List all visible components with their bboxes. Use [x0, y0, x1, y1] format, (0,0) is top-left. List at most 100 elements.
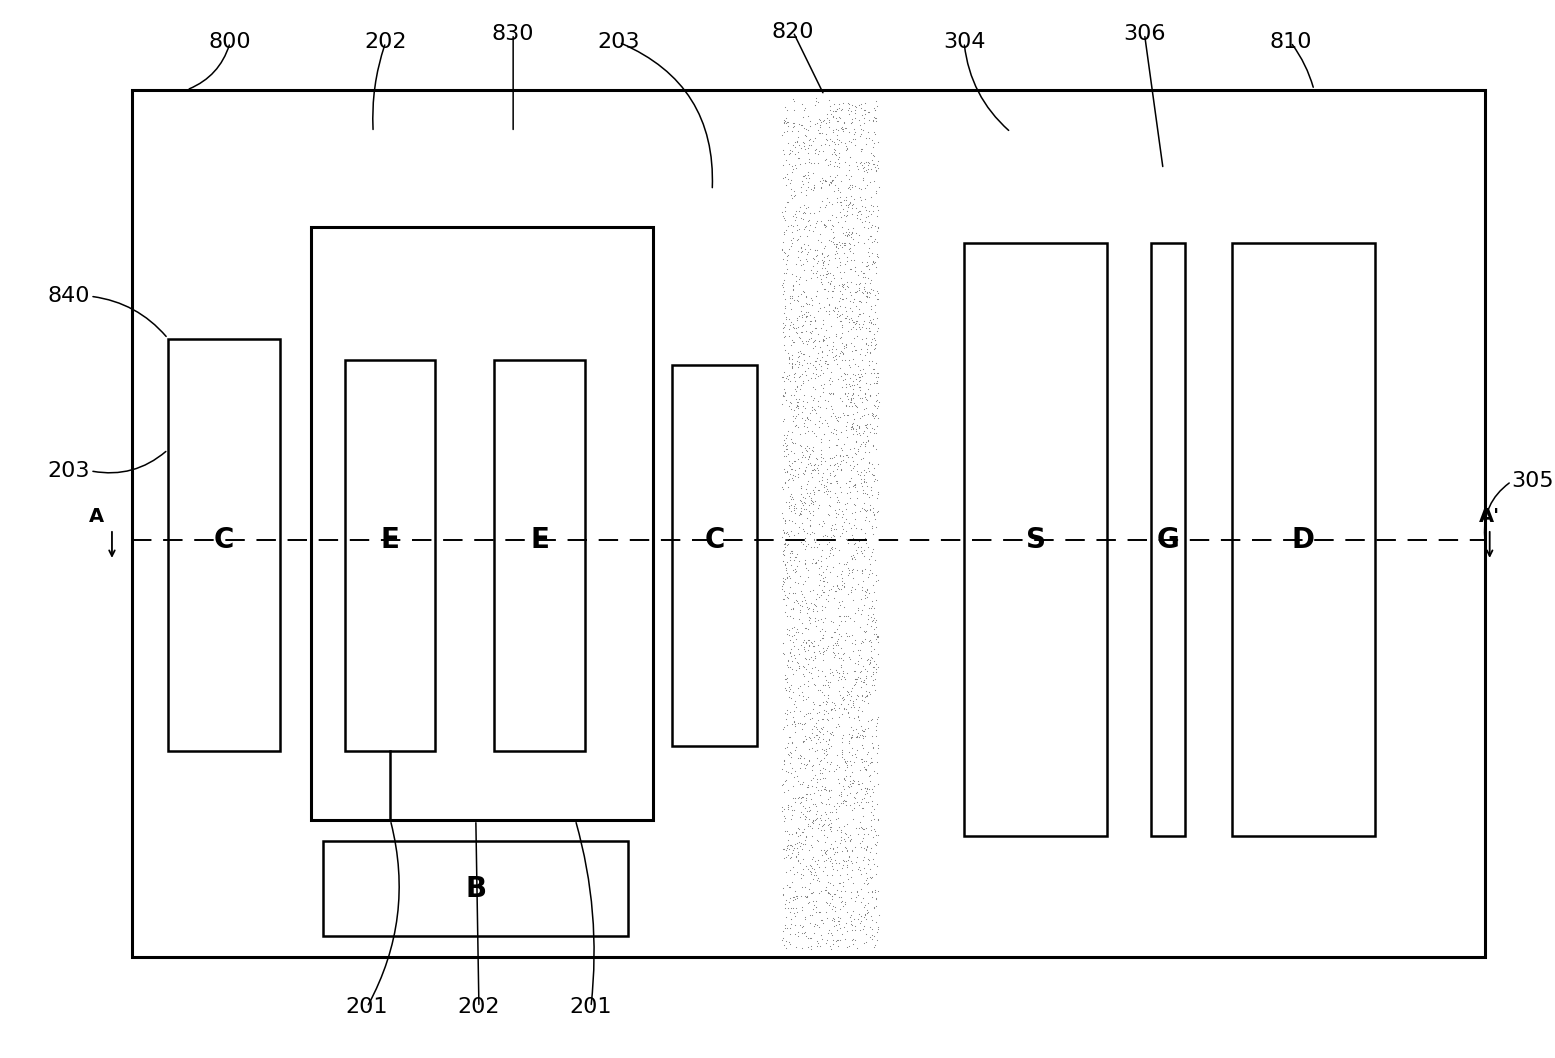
Point: [813, 218, 838, 235]
Point: [779, 490, 804, 507]
Point: [849, 718, 874, 735]
Point: [861, 156, 886, 172]
Point: [802, 860, 827, 877]
Point: [840, 452, 865, 469]
Point: [779, 423, 804, 440]
Point: [810, 384, 835, 401]
Point: [804, 366, 829, 383]
Point: [810, 527, 835, 544]
Point: [793, 99, 818, 116]
Point: [833, 510, 858, 527]
Point: [832, 114, 857, 131]
Point: [816, 533, 841, 550]
Point: [846, 358, 871, 375]
Point: [805, 756, 830, 773]
Point: [816, 678, 841, 695]
Point: [788, 794, 813, 810]
Point: [779, 744, 804, 761]
Point: [852, 94, 877, 111]
Point: [849, 687, 874, 704]
Point: [847, 539, 872, 555]
Point: [810, 620, 835, 637]
Point: [837, 827, 861, 844]
Point: [788, 438, 813, 455]
Point: [809, 581, 833, 598]
Point: [854, 934, 879, 951]
Point: [782, 925, 807, 942]
Point: [812, 834, 837, 851]
Point: [818, 819, 843, 836]
Point: [821, 636, 846, 653]
Point: [841, 440, 866, 457]
Point: [774, 940, 799, 956]
Point: [774, 625, 799, 642]
Point: [793, 836, 818, 853]
Point: [795, 295, 819, 312]
Point: [771, 411, 796, 427]
Point: [801, 461, 826, 478]
Point: [802, 241, 827, 258]
Point: [857, 683, 882, 700]
Point: [851, 799, 875, 816]
Point: [810, 275, 835, 292]
Point: [819, 901, 844, 918]
Point: [837, 828, 861, 845]
Point: [824, 325, 849, 342]
Point: [852, 780, 877, 797]
Point: [855, 662, 880, 679]
Point: [827, 555, 852, 572]
Point: [821, 424, 846, 441]
Point: [781, 136, 805, 153]
Point: [813, 743, 838, 760]
Point: [854, 762, 879, 779]
Point: [823, 540, 847, 557]
Point: [852, 786, 877, 803]
Point: [843, 262, 868, 279]
Point: [827, 875, 852, 892]
Point: [796, 347, 821, 364]
Point: [771, 432, 796, 449]
Point: [852, 908, 877, 925]
Point: [854, 293, 879, 310]
Point: [835, 759, 860, 776]
Point: [799, 422, 824, 439]
Point: [788, 808, 813, 825]
Point: [795, 394, 819, 411]
Point: [833, 140, 858, 157]
Point: [843, 262, 868, 279]
Point: [793, 810, 818, 827]
Point: [791, 716, 816, 733]
Point: [824, 346, 849, 363]
Text: C: C: [213, 526, 235, 553]
Point: [849, 341, 874, 358]
Point: [782, 840, 807, 857]
Point: [826, 709, 851, 726]
Point: [799, 907, 824, 924]
Point: [776, 826, 801, 843]
Point: [805, 303, 830, 320]
Point: [802, 320, 827, 336]
Point: [819, 450, 844, 467]
Point: [865, 310, 889, 327]
Point: [851, 269, 875, 286]
Point: [830, 644, 855, 661]
Point: [799, 399, 824, 416]
Point: [805, 819, 830, 836]
Point: [782, 187, 807, 204]
Point: [785, 621, 810, 638]
Point: [830, 521, 855, 537]
Point: [821, 109, 846, 126]
Point: [835, 323, 860, 340]
Point: [838, 484, 863, 500]
Point: [804, 451, 829, 468]
Point: [855, 486, 880, 503]
Bar: [1232, 243, 1375, 836]
Point: [778, 487, 802, 504]
Point: [785, 232, 810, 249]
Point: [779, 647, 804, 664]
Point: [849, 294, 874, 311]
Point: [849, 678, 874, 695]
Point: [841, 800, 866, 817]
Point: [795, 227, 819, 244]
Point: [779, 837, 804, 854]
